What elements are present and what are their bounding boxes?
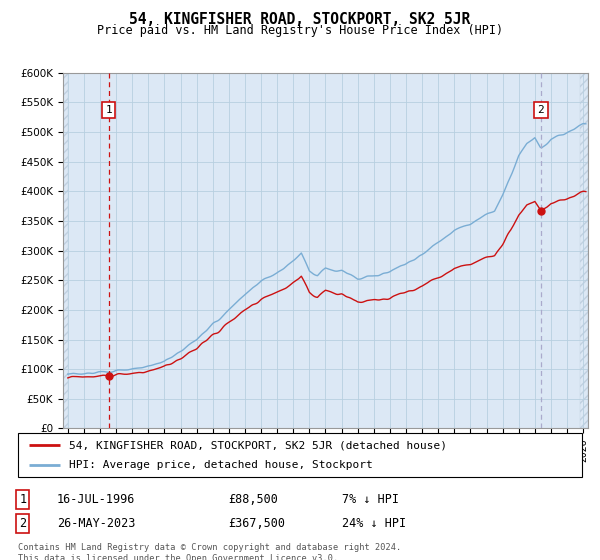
Text: £88,500: £88,500 [228, 493, 278, 506]
Text: 16-JUL-1996: 16-JUL-1996 [57, 493, 136, 506]
Text: Price paid vs. HM Land Registry's House Price Index (HPI): Price paid vs. HM Land Registry's House … [97, 24, 503, 37]
Text: Contains HM Land Registry data © Crown copyright and database right 2024.
This d: Contains HM Land Registry data © Crown c… [18, 543, 401, 560]
Text: 54, KINGFISHER ROAD, STOCKPORT, SK2 5JR: 54, KINGFISHER ROAD, STOCKPORT, SK2 5JR [130, 12, 470, 27]
Text: 1: 1 [19, 493, 26, 506]
Text: 54, KINGFISHER ROAD, STOCKPORT, SK2 5JR (detached house): 54, KINGFISHER ROAD, STOCKPORT, SK2 5JR … [69, 440, 447, 450]
Bar [580, 73, 588, 428]
Bar [580, 73, 588, 428]
Text: 24% ↓ HPI: 24% ↓ HPI [342, 517, 406, 530]
Bar [63, 73, 68, 428]
Text: 1: 1 [106, 105, 112, 115]
Text: 26-MAY-2023: 26-MAY-2023 [57, 517, 136, 530]
Text: £367,500: £367,500 [228, 517, 285, 530]
Text: 7% ↓ HPI: 7% ↓ HPI [342, 493, 399, 506]
Bar [63, 73, 68, 428]
Text: 2: 2 [538, 105, 544, 115]
Text: HPI: Average price, detached house, Stockport: HPI: Average price, detached house, Stoc… [69, 460, 373, 470]
Text: 2: 2 [19, 517, 26, 530]
